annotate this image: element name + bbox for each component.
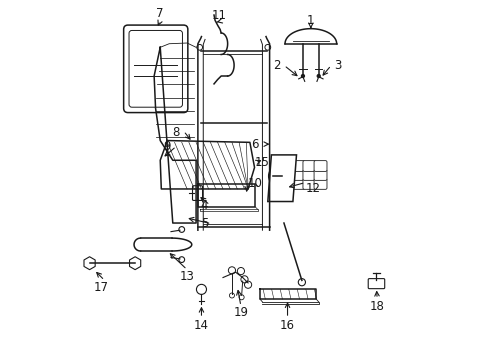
Polygon shape bbox=[267, 155, 296, 202]
Text: 18: 18 bbox=[369, 300, 384, 313]
Text: 17: 17 bbox=[93, 281, 108, 294]
FancyBboxPatch shape bbox=[313, 179, 326, 189]
Text: 15: 15 bbox=[254, 156, 268, 169]
Text: 5: 5 bbox=[200, 217, 207, 230]
FancyBboxPatch shape bbox=[291, 161, 304, 171]
FancyBboxPatch shape bbox=[303, 179, 315, 189]
Text: 3: 3 bbox=[333, 59, 341, 72]
Text: 8: 8 bbox=[172, 126, 180, 139]
Circle shape bbox=[300, 74, 305, 78]
FancyBboxPatch shape bbox=[123, 25, 187, 113]
FancyBboxPatch shape bbox=[280, 179, 293, 189]
FancyBboxPatch shape bbox=[291, 179, 304, 189]
Text: 9: 9 bbox=[163, 140, 171, 153]
Text: 16: 16 bbox=[280, 319, 294, 332]
FancyBboxPatch shape bbox=[280, 170, 293, 180]
Text: 2: 2 bbox=[272, 59, 280, 72]
Text: 12: 12 bbox=[305, 183, 320, 195]
FancyBboxPatch shape bbox=[192, 186, 202, 201]
FancyBboxPatch shape bbox=[303, 170, 315, 180]
FancyBboxPatch shape bbox=[291, 170, 304, 180]
Text: 10: 10 bbox=[247, 177, 262, 190]
FancyBboxPatch shape bbox=[313, 170, 326, 180]
Circle shape bbox=[316, 74, 320, 78]
Text: 19: 19 bbox=[233, 306, 248, 319]
FancyBboxPatch shape bbox=[280, 161, 293, 171]
FancyBboxPatch shape bbox=[367, 279, 384, 289]
FancyBboxPatch shape bbox=[303, 161, 315, 171]
Text: 7: 7 bbox=[156, 7, 163, 20]
Text: 13: 13 bbox=[179, 270, 194, 283]
FancyBboxPatch shape bbox=[313, 161, 326, 171]
Text: 6: 6 bbox=[251, 138, 259, 150]
Text: 1: 1 bbox=[306, 14, 314, 27]
Text: 4: 4 bbox=[200, 199, 208, 212]
Text: 14: 14 bbox=[194, 319, 208, 332]
Text: 11: 11 bbox=[211, 9, 226, 22]
